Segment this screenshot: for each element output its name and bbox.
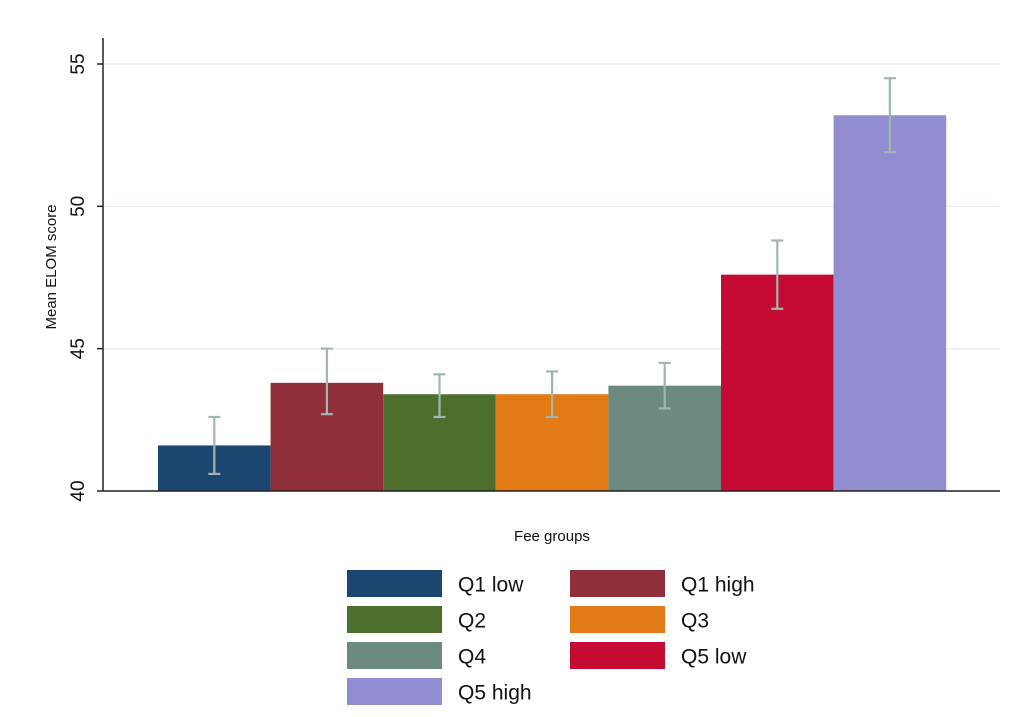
legend-label: Q5 high [458, 682, 532, 705]
legend-item: Q2 [347, 606, 486, 633]
x-axis-title: Fee groups [514, 528, 590, 545]
legend-label: Q2 [458, 610, 486, 633]
y-tick-label: 45 [68, 338, 89, 359]
error-bar [546, 370, 559, 419]
legend-label: Q3 [681, 610, 709, 633]
legend: Q1 low Q1 high Q2 Q3 Q4 Q5 low Q5 high [347, 570, 755, 705]
legend-label: Q5 low [681, 646, 747, 669]
legend-label: Q1 high [681, 574, 755, 597]
legend-swatch [347, 678, 442, 705]
error-bar [433, 373, 446, 419]
bar-q5-low [721, 274, 834, 491]
legend-item: Q3 [570, 606, 709, 633]
axes [102, 38, 1000, 492]
error-bar [771, 239, 784, 310]
legend-swatch [570, 642, 665, 669]
legend-swatch [347, 606, 442, 633]
legend-swatch [570, 606, 665, 633]
legend-label: Q1 low [458, 574, 524, 597]
error-bars [208, 77, 896, 476]
y-tick-label: 40 [68, 480, 89, 501]
legend-swatch [347, 570, 442, 597]
error-bar [320, 347, 333, 416]
y-axis-title: Mean ELOM score [43, 204, 60, 329]
y-ticks: 40 45 50 55 [68, 53, 103, 502]
y-tick-label: 55 [68, 53, 89, 74]
error-bar [658, 361, 671, 410]
y-tick-label: 50 [68, 196, 89, 217]
legend-item: Q1 high [570, 570, 755, 597]
error-bar [208, 415, 221, 476]
legend-swatch [347, 642, 442, 669]
legend-item: Q5 low [570, 642, 747, 669]
legend-item: Q5 high [347, 678, 532, 705]
legend-item: Q1 low [347, 570, 524, 597]
bars [158, 115, 947, 492]
bar-q5-high [833, 115, 947, 492]
error-bar [883, 77, 896, 154]
legend-swatch [570, 570, 665, 597]
legend-item: Q4 [347, 642, 486, 669]
legend-label: Q4 [458, 646, 486, 669]
